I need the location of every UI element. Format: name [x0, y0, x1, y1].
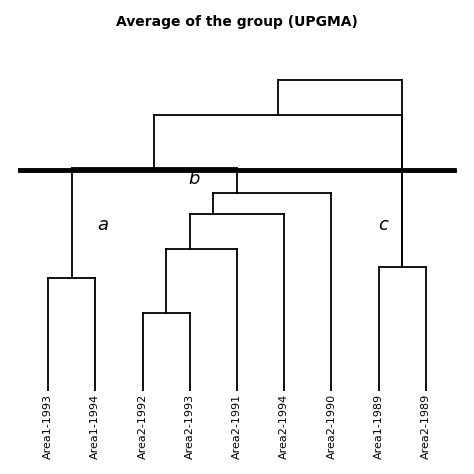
Text: c: c	[378, 216, 388, 234]
Title: Average of the group (UPGMA): Average of the group (UPGMA)	[116, 15, 358, 29]
Text: b: b	[189, 170, 200, 188]
Text: a: a	[97, 216, 108, 234]
